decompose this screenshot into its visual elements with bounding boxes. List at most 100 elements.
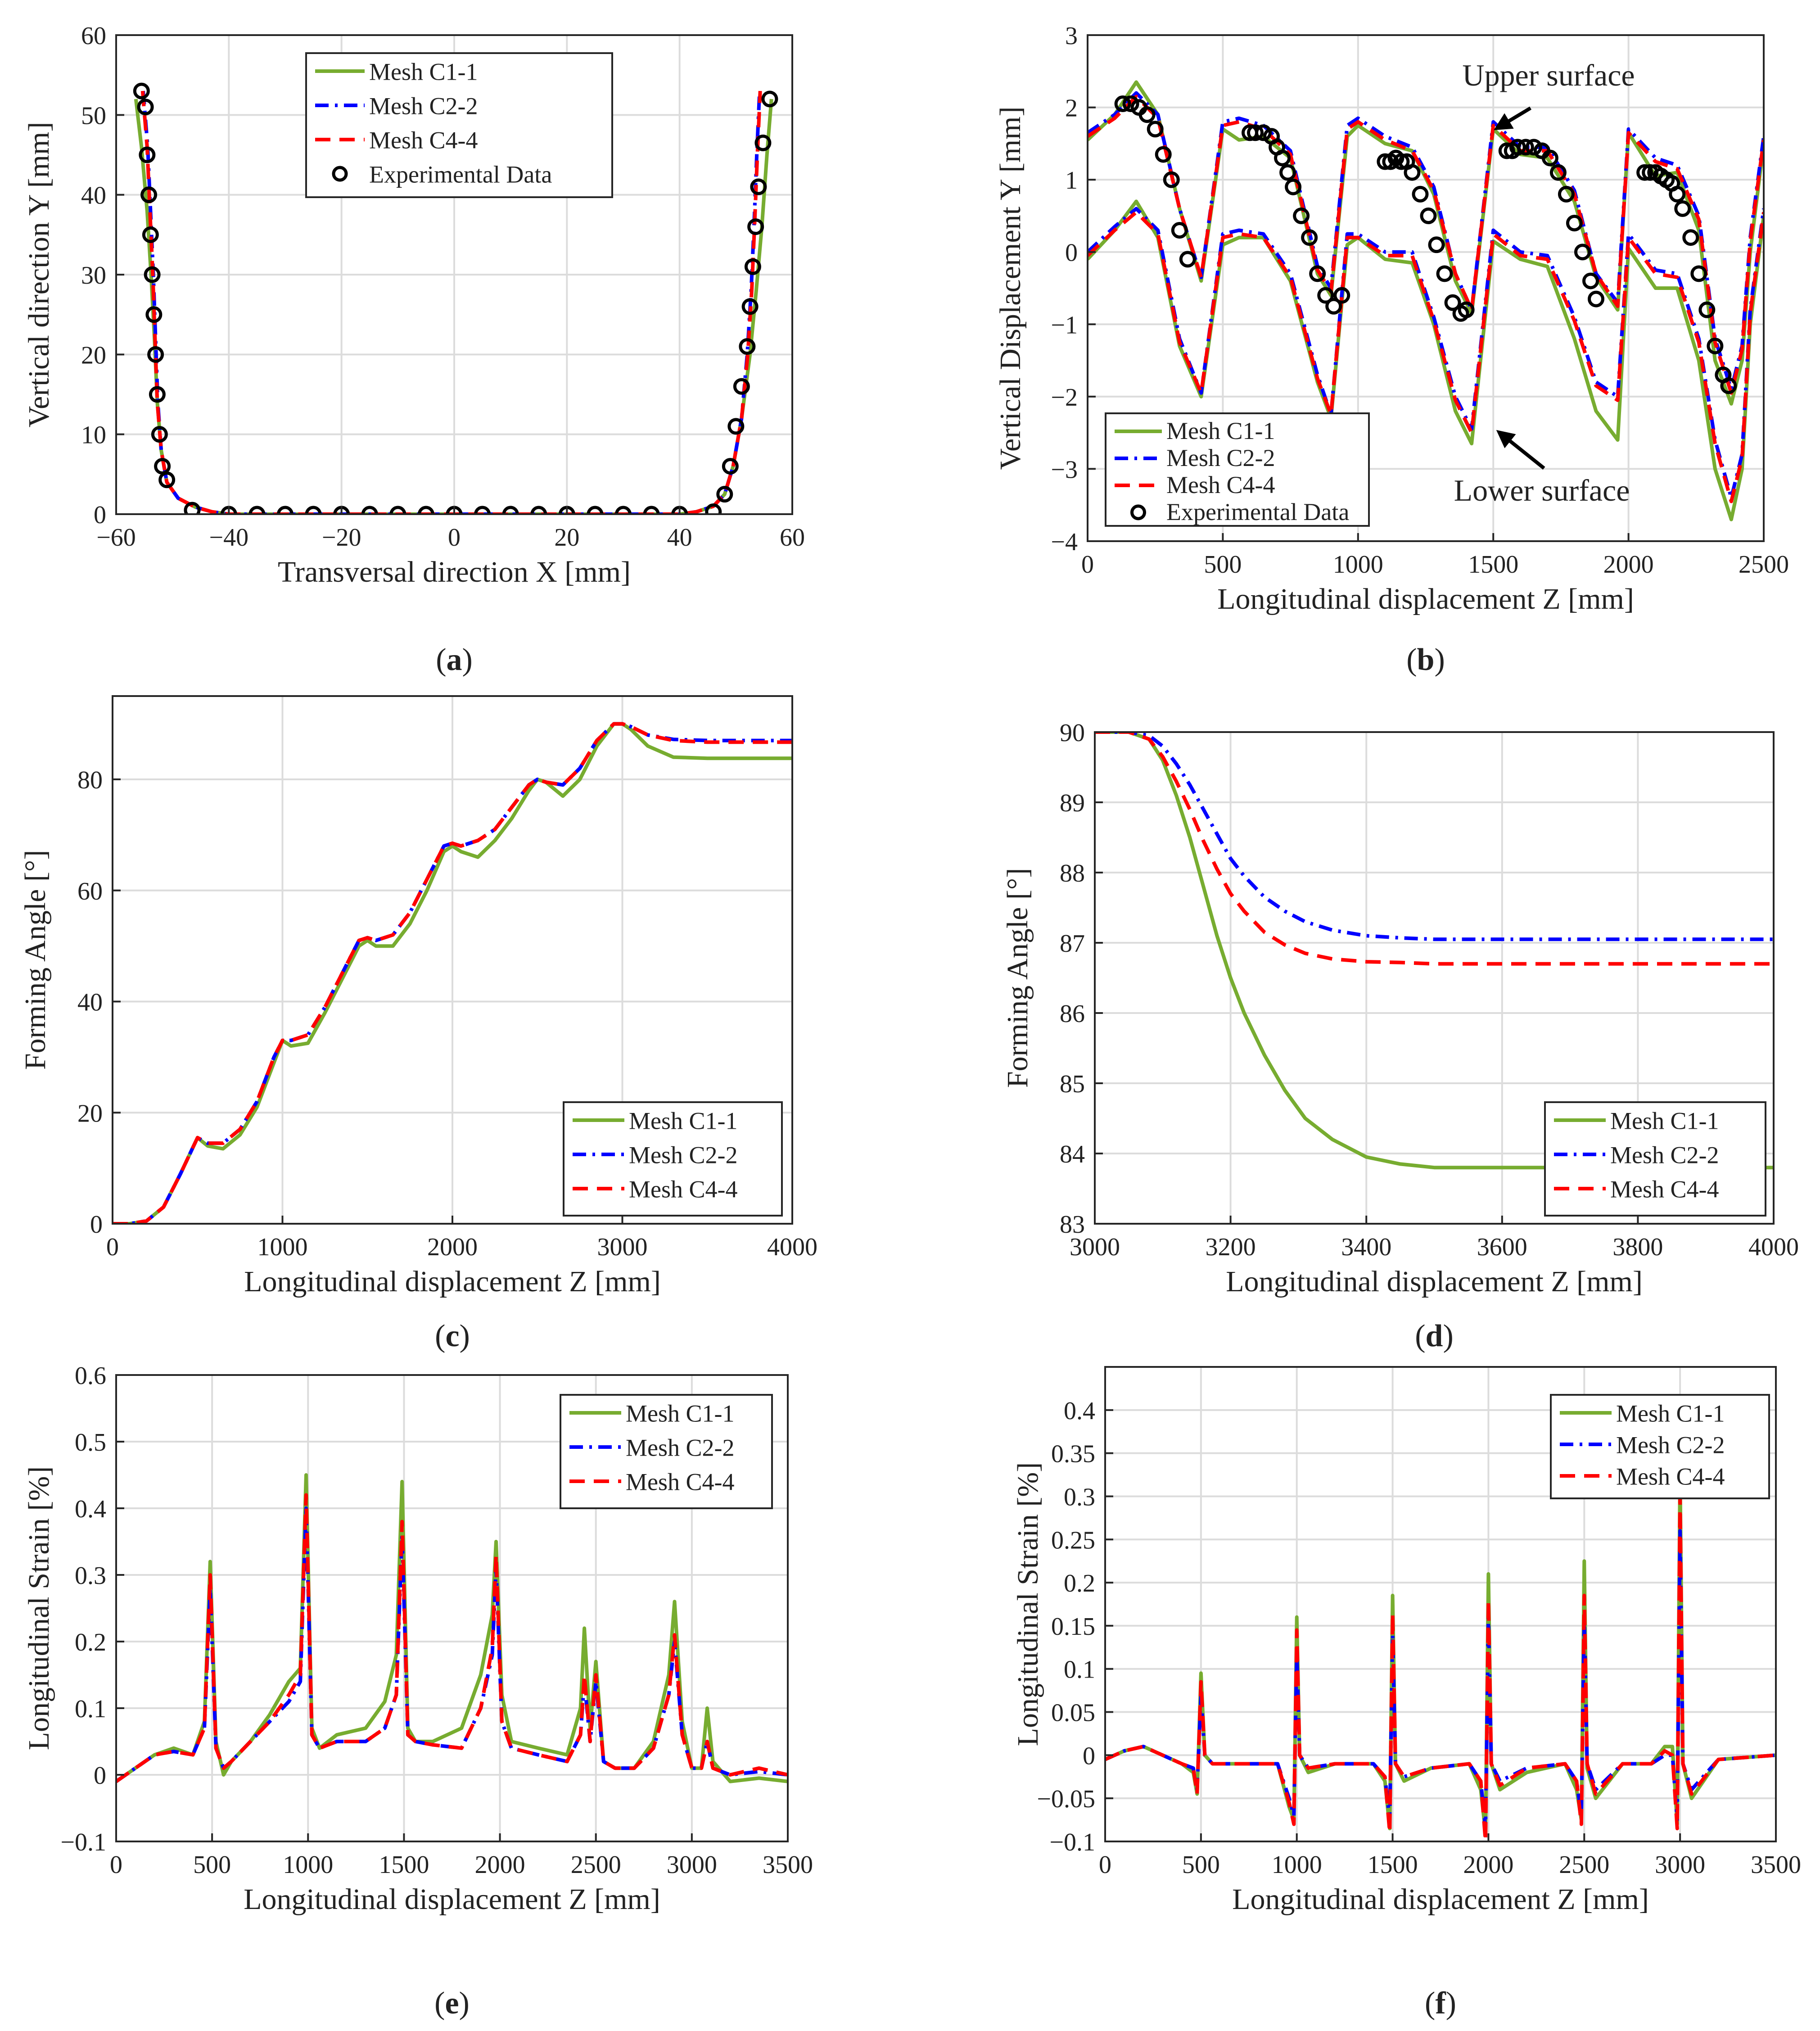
y-tick-label: 0.2 (75, 1628, 106, 1656)
panel-letter: b (1417, 642, 1435, 677)
x-tick-label: 1500 (1468, 551, 1518, 579)
y-tick-label: 87 (1060, 930, 1085, 958)
data-point (1582, 272, 1599, 289)
y-tick-label: −3 (1051, 456, 1078, 484)
data-point (1309, 265, 1326, 282)
y-tick-label: 0.35 (1051, 1440, 1095, 1468)
panel-letter: a (447, 642, 462, 677)
y-tick-label: −4 (1051, 528, 1078, 556)
data-point (417, 506, 434, 514)
data-point (1393, 153, 1410, 170)
x-tick-label: −40 (209, 524, 249, 552)
data-point (1566, 214, 1583, 231)
data-point (389, 506, 406, 514)
y-tick-label: 40 (77, 989, 103, 1017)
x-tick-label: 2500 (1559, 1851, 1609, 1879)
x-axis-title: Longitudinal displacement Z [mm] (244, 1265, 661, 1298)
x-tick-label: 0 (1099, 1851, 1111, 1879)
data-point (722, 458, 739, 475)
y-tick-label: 10 (81, 421, 106, 449)
x-tick-label: 1500 (1368, 1851, 1418, 1879)
x-axis-title: Longitudinal displacement Z [mm] (244, 1883, 660, 1916)
legend: Mesh C1-1 Mesh C2-2 Mesh C4-4 (1550, 1394, 1770, 1499)
data-point (1114, 95, 1131, 113)
data-point (1436, 265, 1453, 282)
data-point (1325, 298, 1342, 315)
chart-b: 0 500 1000 1500 2000 2500 −4 −3 −2 −1 0 1 2 3 Longitud… (994, 22, 1789, 677)
y-tick-label: 83 (1060, 1211, 1085, 1239)
chart-a: −60 −40 −20 0 20 40 60 0 10 20 30 40 50 60 Transversal… (23, 22, 805, 677)
chart-d: 3000 3200 3400 3600 3800 4000 83 84 85 86 87 88 89 90… (1001, 719, 1799, 1353)
y-tick-label: 0.15 (1051, 1613, 1095, 1641)
y-tick-label: 0 (1083, 1742, 1095, 1770)
data-point (1720, 377, 1737, 394)
x-tick-label: 1000 (1333, 551, 1383, 579)
y-tick-label: 0.4 (75, 1495, 106, 1523)
plot-series (1105, 1469, 1776, 1841)
y-tick-label: 89 (1060, 789, 1085, 817)
data-point (530, 506, 547, 514)
y-axis-title: Longitudinal Strain [%] (1012, 1462, 1044, 1746)
data-point (1155, 146, 1172, 163)
data-point (1412, 185, 1429, 203)
x-tick-label: 3500 (1751, 1851, 1801, 1879)
data-point (142, 226, 159, 243)
y-axis-title: Forming Angle [°] (19, 850, 52, 1070)
x-tick-label: 3600 (1477, 1233, 1527, 1261)
y-tick-label: 0 (94, 1762, 106, 1790)
x-axis-title: Longitudinal displacement Z [mm] (1226, 1265, 1643, 1298)
legend-entry: Mesh C4-4 (1616, 1463, 1725, 1490)
y-tick-label: −0.1 (60, 1828, 106, 1856)
data-point (1333, 287, 1350, 304)
x-tick-label: 3000 (597, 1233, 648, 1261)
x-tick-label: 2000 (1463, 1851, 1513, 1879)
panel-letter: f (1435, 1986, 1446, 2021)
data-point (1279, 164, 1296, 181)
data-point (1636, 164, 1653, 181)
series-line (1088, 210, 1764, 503)
data-point (277, 506, 294, 514)
data-point (1404, 164, 1421, 181)
y-axis-title: Longitudinal Strain [%] (23, 1466, 55, 1751)
y-tick-label: 2 (1065, 95, 1078, 122)
y-tick-label: −1 (1051, 311, 1078, 339)
data-point (1698, 301, 1716, 318)
legend-entry: Mesh C2-2 (629, 1142, 738, 1169)
data-point (747, 218, 764, 235)
y-tick-label: 20 (77, 1099, 103, 1127)
y-tick-label: 60 (81, 22, 106, 50)
y-tick-label: 3 (1065, 22, 1078, 50)
x-tick-label: 500 (1182, 1851, 1220, 1879)
y-tick-label: 0.25 (1051, 1526, 1095, 1554)
legend-entry: Mesh C4-4 (626, 1469, 735, 1496)
legend-entry: Mesh C2-2 (1166, 444, 1275, 471)
legend-entry: Experimental Data (1166, 498, 1349, 525)
x-tick-label: 2000 (427, 1233, 478, 1261)
y-tick-label: −2 (1051, 384, 1078, 412)
panel-label: (a) (436, 642, 473, 677)
data-point (1317, 287, 1334, 304)
x-tick-label: 1000 (1272, 1851, 1322, 1879)
y-tick-label: 20 (81, 341, 106, 369)
x-tick-label: 1500 (379, 1851, 429, 1879)
data-point (1682, 229, 1699, 246)
data-point (1517, 139, 1534, 156)
data-point (1669, 185, 1686, 203)
y-tick-label: 84 (1060, 1140, 1085, 1168)
y-tick-label: 0 (94, 501, 106, 529)
data-point (151, 426, 168, 443)
x-tick-label: 2000 (1603, 551, 1654, 579)
y-tick-label: 1 (1065, 167, 1078, 195)
data-point (248, 506, 266, 514)
data-point (716, 486, 733, 503)
data-point (761, 90, 778, 108)
data-point (184, 502, 201, 514)
data-point (133, 82, 150, 100)
y-tick-label: 50 (81, 102, 106, 130)
annotation-upper-surface: Upper surface (1462, 58, 1635, 92)
y-tick-label: 0 (90, 1211, 103, 1239)
legend-entry: Mesh C1-1 (1616, 1400, 1725, 1427)
x-tick-label: 20 (554, 524, 579, 552)
data-point (705, 503, 722, 514)
